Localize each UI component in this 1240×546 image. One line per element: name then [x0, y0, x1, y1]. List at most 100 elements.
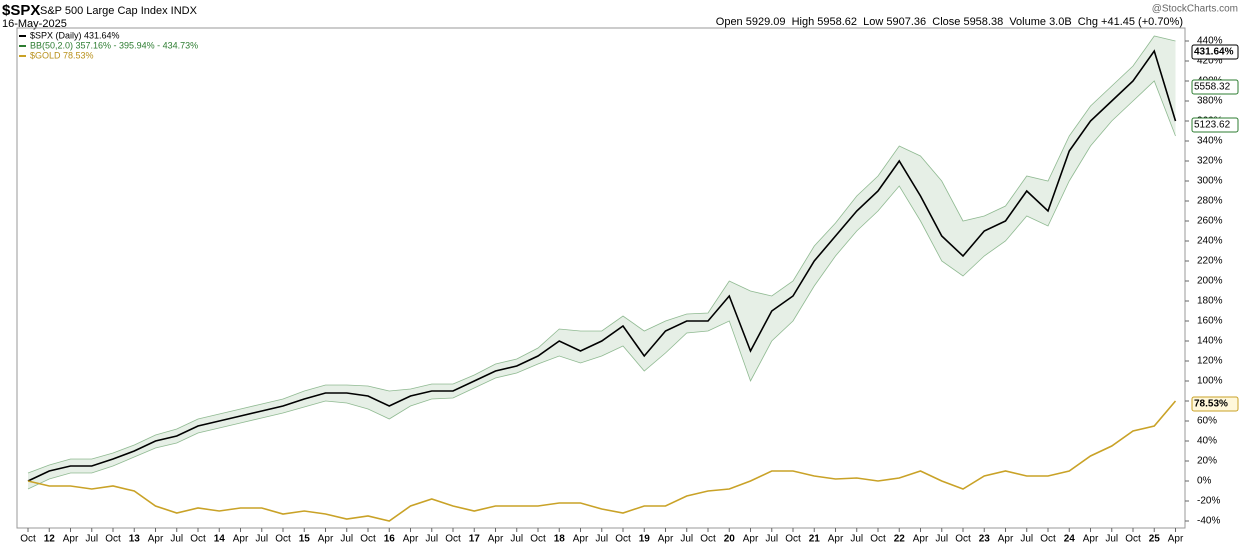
y-tick-label: 160%	[1197, 316, 1223, 327]
x-tick-label: Apr	[998, 534, 1014, 545]
y-tick-label: 420%	[1197, 56, 1223, 67]
date: 16-May-2025	[2, 18, 67, 30]
x-tick-label: 20	[724, 534, 736, 545]
x-tick-label: 17	[469, 534, 481, 545]
last-value-box	[1191, 117, 1239, 133]
x-tick-label: Oct	[105, 534, 121, 545]
symbol: $SPX	[2, 2, 40, 19]
x-tick-label: Jul	[170, 534, 183, 545]
x-tick-label: 14	[214, 534, 226, 545]
y-tick-label: 340%	[1197, 136, 1223, 147]
x-tick-label: Jul	[935, 534, 948, 545]
y-tick-label: 260%	[1197, 216, 1223, 227]
x-tick-label: Apr	[318, 534, 334, 545]
x-tick-label: Jul	[255, 534, 268, 545]
x-tick-label: Oct	[615, 534, 631, 545]
x-tick-label: Oct	[20, 534, 36, 545]
x-tick-label: Apr	[63, 534, 79, 545]
x-tick-label: Oct	[360, 534, 376, 545]
y-tick-label: 0%	[1197, 476, 1212, 487]
last-value-label: 5558.32	[1194, 82, 1231, 93]
x-tick-label: Apr	[233, 534, 249, 545]
legend-label: $GOLD 78.53%	[30, 50, 94, 60]
y-tick-label: 380%	[1197, 96, 1223, 107]
y-tick-label: 320%	[1197, 156, 1223, 167]
legend-label: $SPX (Daily) 431.64%	[30, 30, 120, 40]
x-tick-label: Jul	[1105, 534, 1118, 545]
x-tick-label: 16	[384, 534, 396, 545]
y-tick-label: 140%	[1197, 336, 1223, 347]
index-name: S&P 500 Large Cap Index INDX	[40, 5, 198, 17]
last-value-box	[1191, 396, 1239, 412]
legend-label: BB(50,2.0) 357.16% - 395.94% - 434.73%	[30, 40, 198, 50]
x-tick-label: Apr	[148, 534, 164, 545]
x-tick-label: Apr	[573, 534, 589, 545]
x-tick-label: Oct	[870, 534, 886, 545]
x-tick-label: Apr	[828, 534, 844, 545]
series-line	[27, 49, 1177, 482]
x-tick-label: Oct	[530, 534, 546, 545]
x-tick-label: 24	[1064, 534, 1076, 545]
y-tick-label: 60%	[1197, 416, 1217, 427]
x-tick-label: Oct	[275, 534, 291, 545]
x-tick-label: Apr	[1168, 534, 1184, 545]
x-tick-label: 23	[979, 534, 991, 545]
x-tick-label: Jul	[680, 534, 693, 545]
band-lower	[27, 80, 1176, 490]
x-tick-label: 15	[299, 534, 311, 545]
x-tick-label: Apr	[743, 534, 759, 545]
x-tick-label: Oct	[1040, 534, 1056, 545]
x-tick-label: Oct	[1125, 534, 1141, 545]
series-line	[27, 400, 1177, 522]
last-value-box	[1191, 79, 1239, 95]
y-tick-label: 240%	[1197, 236, 1223, 247]
y-tick-label: 100%	[1197, 376, 1223, 387]
last-value-label: 431.64%	[1194, 47, 1234, 58]
x-tick-label: Apr	[658, 534, 674, 545]
y-tick-label: 220%	[1197, 256, 1223, 267]
y-tick-label: 20%	[1197, 456, 1217, 467]
x-tick-label: Jul	[425, 534, 438, 545]
last-value-label: 5123.62	[1194, 120, 1231, 131]
x-tick-label: 22	[894, 534, 906, 545]
y-tick-label: 300%	[1197, 176, 1223, 187]
y-tick-label: 180%	[1197, 296, 1223, 307]
quote: Open 5929.09 High 5958.62 Low 5907.36 Cl…	[716, 16, 1183, 28]
y-tick-label: 120%	[1197, 356, 1223, 367]
x-tick-label: Apr	[403, 534, 419, 545]
y-tick-label: 40%	[1197, 436, 1217, 447]
x-tick-label: Oct	[700, 534, 716, 545]
plot-frame	[16, 27, 1186, 529]
x-tick-label: Jul	[850, 534, 863, 545]
x-tick-label: Jul	[595, 534, 608, 545]
x-tick-label: Jul	[765, 534, 778, 545]
x-tick-label: 13	[129, 534, 141, 545]
x-tick-label: Oct	[190, 534, 206, 545]
x-tick-label: 18	[554, 534, 566, 545]
y-tick-label: 200%	[1197, 276, 1223, 287]
y-tick-label: -40%	[1197, 516, 1220, 527]
band-upper	[27, 35, 1176, 474]
x-tick-label: Apr	[488, 534, 504, 545]
x-tick-label: 12	[44, 534, 56, 545]
x-tick-label: Apr	[913, 534, 929, 545]
y-tick-label: 440%	[1197, 36, 1223, 47]
x-tick-label: Oct	[785, 534, 801, 545]
x-tick-label: Jul	[85, 534, 98, 545]
brand: @StockCharts.com	[1152, 4, 1238, 15]
x-tick-label: Oct	[955, 534, 971, 545]
x-tick-label: 25	[1149, 534, 1161, 545]
x-tick-label: Oct	[445, 534, 461, 545]
band-fill	[28, 36, 1176, 489]
x-tick-label: 19	[639, 534, 651, 545]
y-tick-label: 280%	[1197, 196, 1223, 207]
x-tick-label: Jul	[1020, 534, 1033, 545]
x-tick-label: Jul	[510, 534, 523, 545]
last-value-box	[1191, 44, 1239, 60]
x-tick-label: 21	[809, 534, 821, 545]
x-tick-label: Jul	[340, 534, 353, 545]
x-tick-label: Apr	[1083, 534, 1099, 545]
y-tick-label: -20%	[1197, 496, 1220, 507]
last-value-label: 78.53%	[1194, 399, 1228, 410]
